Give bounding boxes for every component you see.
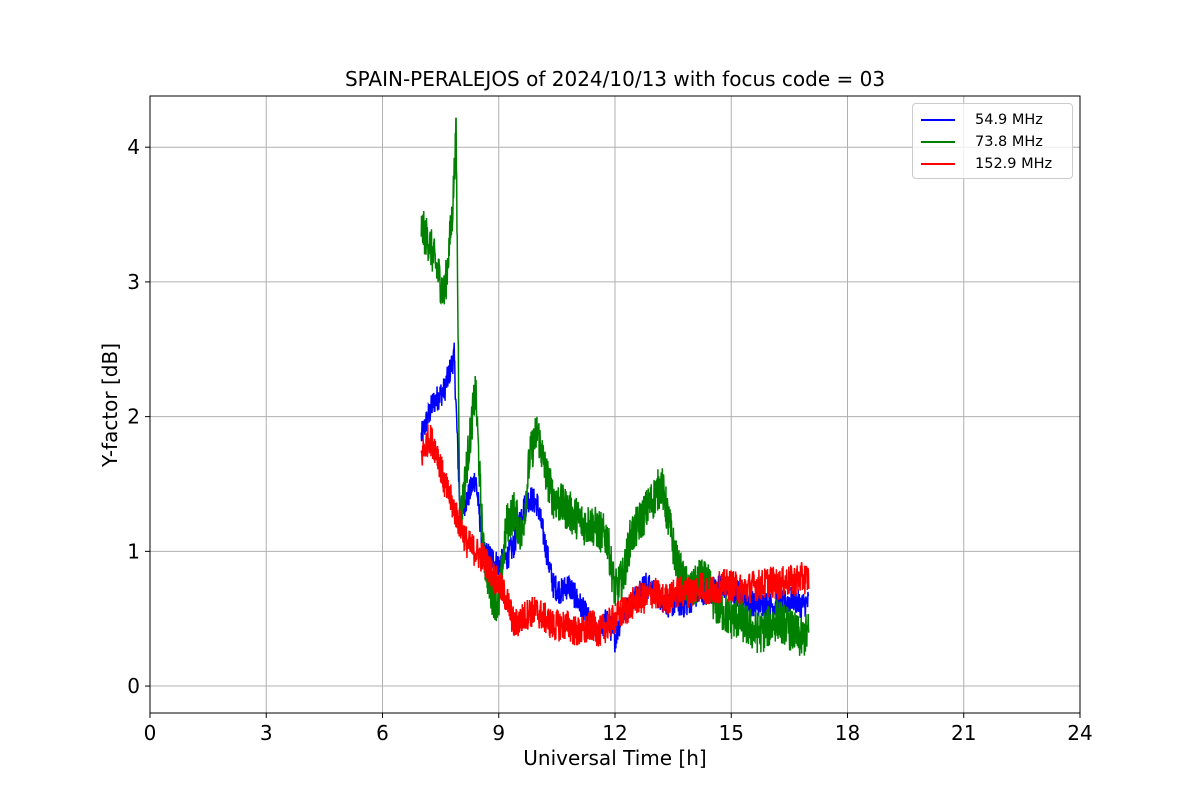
y-axis-label: Y-factor [dB] [98, 342, 122, 468]
x-axis-label: Universal Time [h] [523, 746, 707, 770]
y-tick-label: 3 [127, 270, 140, 294]
legend-item-152-9: 152.9 MHz [921, 154, 1052, 174]
legend-item-54-9: 54.9 MHz [921, 110, 1043, 130]
legend-swatch-152-9 [921, 163, 955, 165]
y-tick-label: 4 [127, 135, 140, 159]
chart-title: SPAIN-PERALEJOS of 2024/10/13 with focus… [344, 67, 886, 91]
legend-label-152-9: 152.9 MHz [975, 156, 1053, 172]
x-tick-label: 21 [951, 721, 976, 745]
y-tick-label: 0 [127, 674, 140, 698]
legend-item-73-8: 73.8 MHz [921, 132, 1043, 152]
legend-swatch-54-9 [921, 119, 955, 121]
legend: 54.9 MHz 73.8 MHz 152.9 MHz [912, 103, 1073, 179]
x-tick-label: 3 [260, 721, 273, 745]
x-tick-label: 12 [602, 721, 627, 745]
x-tick-label: 6 [376, 721, 389, 745]
y-tick-label: 2 [127, 405, 140, 429]
x-tick-label: 18 [835, 721, 860, 745]
x-tick-label: 9 [492, 721, 505, 745]
x-tick-label: 0 [144, 721, 157, 745]
legend-swatch-73-8 [921, 141, 955, 143]
series-lines [420, 117, 810, 656]
series-line-2 [420, 424, 810, 647]
x-tick-label: 15 [719, 721, 744, 745]
legend-label-73-8: 73.8 MHz [975, 134, 1043, 150]
x-tick-label: 24 [1067, 721, 1092, 745]
legend-label-54-9: 54.9 MHz [975, 112, 1043, 128]
y-tick-label: 1 [127, 539, 140, 563]
